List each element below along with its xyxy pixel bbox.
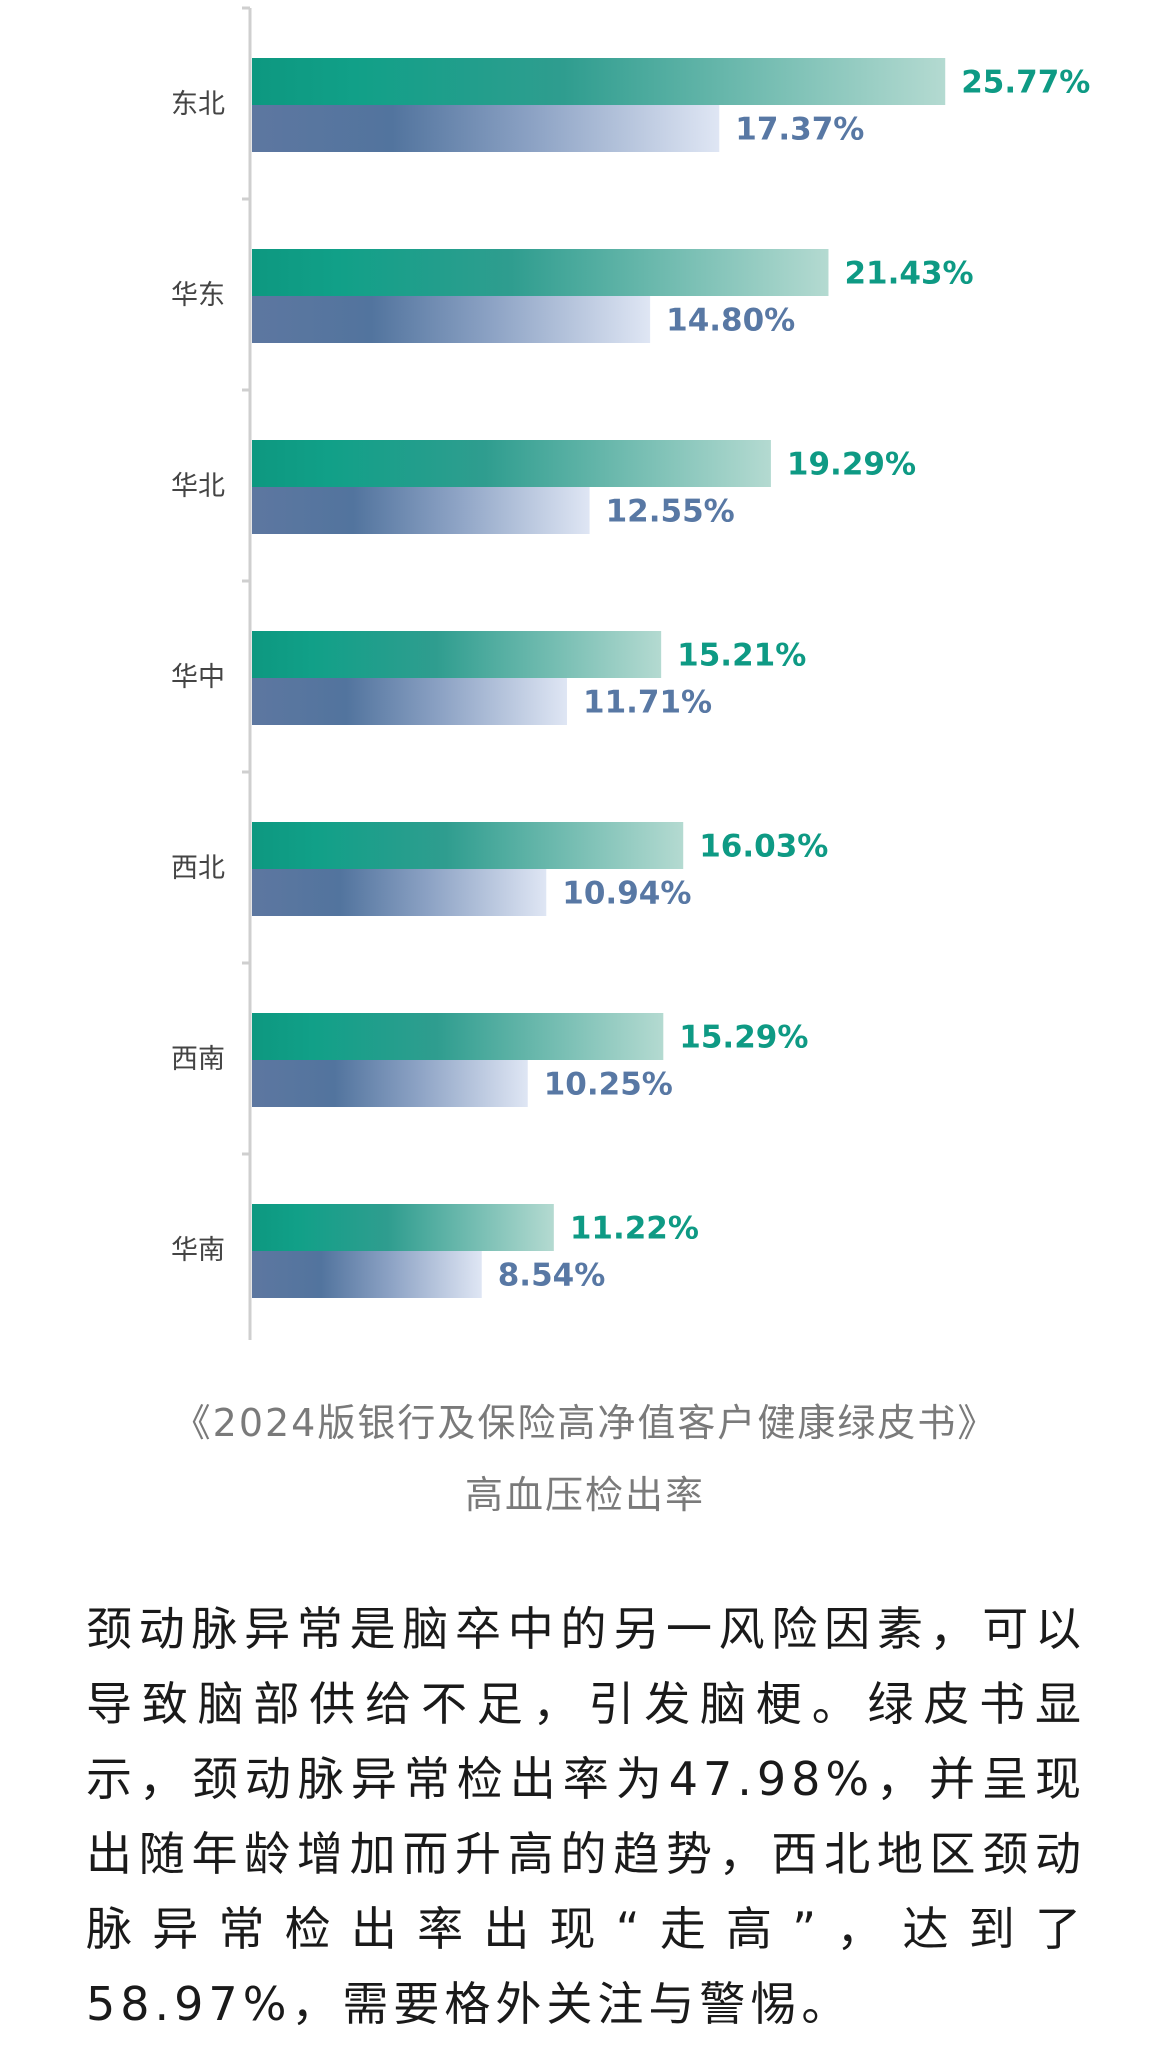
bar-series-1 xyxy=(252,440,771,487)
category-label: 华北 xyxy=(171,471,225,502)
bar-series-1 xyxy=(252,58,946,105)
bar-series-2 xyxy=(252,1251,482,1298)
category-label: 西南 xyxy=(171,1044,225,1075)
bar-series-2 xyxy=(252,1060,528,1107)
bar-series-2 xyxy=(252,487,590,534)
bar-series-2 xyxy=(252,678,568,725)
category-label: 东北 xyxy=(171,89,225,120)
category-label: 西北 xyxy=(171,853,225,884)
data-label: 25.77% xyxy=(961,65,1090,101)
bar-series-2 xyxy=(252,869,547,916)
category-label: 华东 xyxy=(171,280,225,311)
bar-series-1 xyxy=(252,822,684,869)
bar-series-2 xyxy=(252,105,720,152)
category-label: 华南 xyxy=(171,1235,225,1266)
data-label: 10.25% xyxy=(544,1067,673,1103)
data-label: 15.21% xyxy=(677,638,806,674)
bar-series-1 xyxy=(252,249,829,296)
data-label: 11.22% xyxy=(570,1211,699,1247)
bar-series-2 xyxy=(252,296,651,343)
bar-series-1 xyxy=(252,631,662,678)
data-label: 14.80% xyxy=(666,303,795,339)
data-label: 12.55% xyxy=(606,494,735,530)
bar-series-1 xyxy=(252,1204,554,1251)
chart-area: 东北 25.77% 17.37% 华东 21.43% 14.80% 华北 19.29% 12.5… xyxy=(171,6,1090,1340)
bar-series-1 xyxy=(252,1013,664,1060)
data-label: 19.29% xyxy=(787,447,916,483)
data-label: 21.43% xyxy=(844,256,973,292)
body-paragraph: 颈动脉异常是脑卒中的另一风险因素，可以导致脑部供给不足，引发脑梗。绿皮书显示，颈… xyxy=(86,1602,1086,2031)
data-label: 17.37% xyxy=(735,112,864,148)
bar-chart: 东北 25.77% 17.37% 华东 21.43% 14.80% 华北 19.29% 12.5… xyxy=(171,6,1090,1340)
data-label: 8.54% xyxy=(498,1258,606,1294)
data-label: 15.29% xyxy=(679,1020,808,1056)
chart-source-title: 《2024版银行及保险高净值客户健康绿皮书》 xyxy=(172,1401,998,1445)
data-label: 10.94% xyxy=(562,876,691,912)
data-label: 11.71% xyxy=(583,685,712,721)
chart-subtitle: 高血压检出率 xyxy=(464,1473,705,1517)
data-label: 16.03% xyxy=(699,829,828,865)
category-label: 华中 xyxy=(171,662,225,693)
